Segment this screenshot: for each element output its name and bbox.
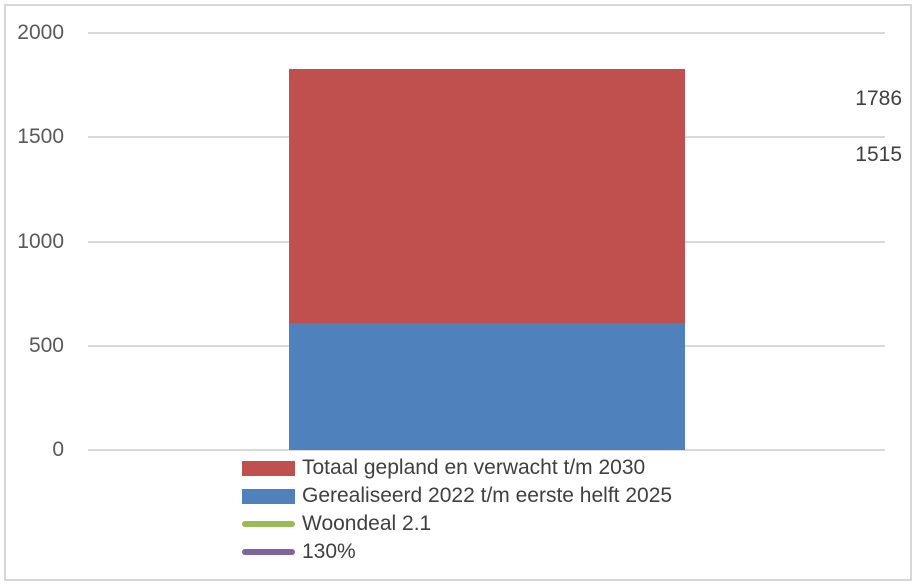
y-tick-label: 0: [52, 438, 64, 461]
legend-swatch-realised-icon: [242, 488, 295, 504]
bar-segment-planned: [289, 69, 685, 323]
legend-item-label: Woondeal 2.1: [302, 512, 432, 535]
gridline: [88, 449, 885, 451]
legend-item-woondeal: Woondeal 2.1: [242, 510, 672, 538]
data-label-130pct: 1786: [855, 86, 902, 110]
bar-segment-realised: [289, 323, 685, 450]
legend-swatch-130pct-icon: [242, 549, 295, 555]
gridline: [88, 32, 885, 34]
y-tick-label: 1500: [17, 125, 64, 149]
legend-item-planned: Totaal gepland en verwacht t/m 2030: [242, 454, 672, 482]
y-tick-label: 2000: [17, 21, 64, 44]
legend-swatch-planned-icon: [242, 460, 295, 476]
reference-line-130pct: [88, 75, 885, 81]
legend-item-130pct: 130%: [242, 538, 672, 566]
legend: Totaal gepland en verwacht t/m 2030 Gere…: [242, 454, 672, 566]
legend-swatch-woondeal-icon: [242, 521, 295, 527]
legend-item-label: 130%: [302, 540, 356, 563]
legend-item-label: Totaal gepland en verwacht t/m 2030: [302, 456, 646, 479]
legend-item-label: Gerealiseerd 2022 t/m eerste helft 2025: [302, 484, 673, 507]
y-tick-label: 1000: [17, 229, 64, 253]
y-tick-label: 500: [28, 333, 64, 357]
reference-line-woondeal: [88, 131, 885, 137]
data-label-woondeal: 1515: [855, 143, 902, 167]
legend-item-realised: Gerealiseerd 2022 t/m eerste helft 2025: [242, 482, 672, 510]
